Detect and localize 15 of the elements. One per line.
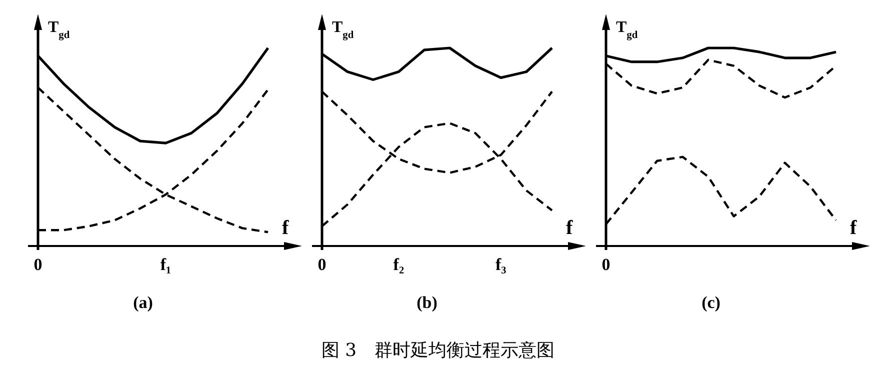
x-tick-label: f₁: [160, 255, 172, 274]
x-tick-label: 0: [34, 255, 42, 274]
y-axis-title: T$_{gd}$: [48, 19, 70, 40]
text: (a): [133, 293, 153, 312]
text: (c): [702, 293, 720, 312]
x-tick-label: 0: [318, 255, 326, 274]
x-axis-title: f: [850, 217, 857, 239]
y-axis-title: T$_{gd}$: [332, 19, 354, 40]
y-axis-title: T$_{gd}$: [616, 19, 638, 40]
x-axis-title: f: [566, 217, 573, 239]
text: (b): [416, 293, 438, 312]
x-tick-label: f₂: [393, 255, 404, 274]
x-axis-title: f: [282, 217, 289, 239]
x-tick-label: f₃: [496, 255, 506, 274]
caption: 图 3 群时延均衡过程示意图: [321, 340, 555, 361]
